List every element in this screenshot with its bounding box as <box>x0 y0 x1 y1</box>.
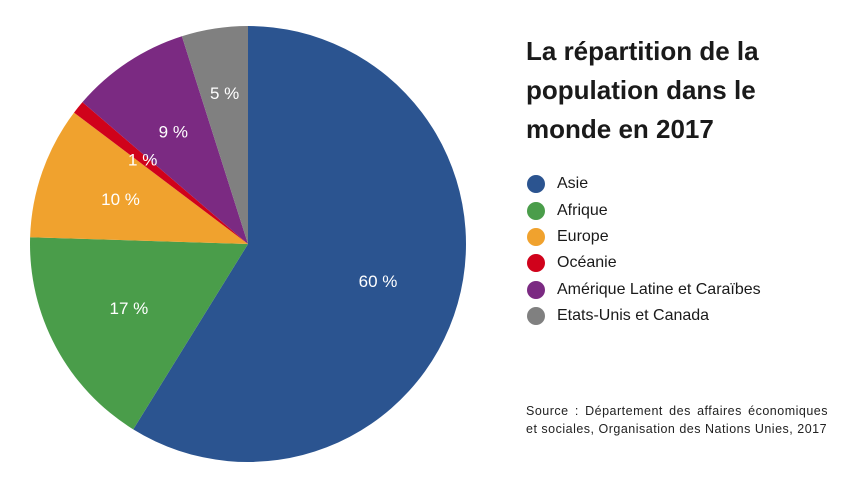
legend-item-oceanie: Océanie <box>527 250 761 276</box>
slice-value-label: 5 % <box>210 84 239 103</box>
chart-title-line-2: population dans le <box>526 75 756 105</box>
legend-label: Amérique Latine et Caraïbes <box>557 280 761 298</box>
legend: Asie Afrique Europe Océanie Amérique Lat… <box>527 171 761 329</box>
legend-swatch <box>527 201 545 220</box>
slice-value-label: 17 % <box>110 299 149 318</box>
legend-swatch <box>527 227 545 246</box>
legend-label: Afrique <box>557 201 608 219</box>
legend-swatch <box>527 280 545 299</box>
slice-value-label: 9 % <box>159 122 188 141</box>
slice-value-label: 10 % <box>101 190 140 209</box>
legend-item-asie: Asie <box>527 171 761 197</box>
legend-label: Europe <box>557 227 609 245</box>
pie-slice-etats-unis-et-canada <box>181 26 248 244</box>
legend-item-afrique: Afrique <box>527 197 761 223</box>
pie-slice-oc-anie <box>74 102 248 244</box>
slice-value-label: 1 % <box>128 150 157 169</box>
legend-label: Etats-Unis et Canada <box>557 307 710 325</box>
chart-title-line-1: La répartition de la <box>526 36 759 66</box>
slice-value-label: 60 % <box>359 272 398 291</box>
legend-swatch <box>527 175 545 194</box>
legend-swatch <box>527 254 545 273</box>
legend-item-amerique-latine: Amérique Latine et Caraïbes <box>527 277 761 303</box>
legend-label: Océanie <box>557 254 617 272</box>
pie-slice-am-rique-latine-et-cara-bes <box>82 36 248 245</box>
pie-chart: 60 % 17 % 10 % 1 %9 % 5 % <box>29 26 466 463</box>
pie-slice-asie <box>133 26 466 463</box>
legend-label: Asie <box>557 175 589 193</box>
legend-item-etats-unis-canada: Etats-Unis et Canada <box>527 303 761 329</box>
pie-slice-afrique <box>29 237 248 430</box>
chart-title-line-3: monde en 2017 <box>526 114 714 144</box>
legend-item-europe: Europe <box>527 224 761 250</box>
legend-swatch <box>527 307 545 326</box>
pie-slice-europe <box>30 112 248 244</box>
source-note: Source : Département des affaires économ… <box>526 404 828 436</box>
chart-title: La répartition de la population dans le … <box>526 32 856 149</box>
